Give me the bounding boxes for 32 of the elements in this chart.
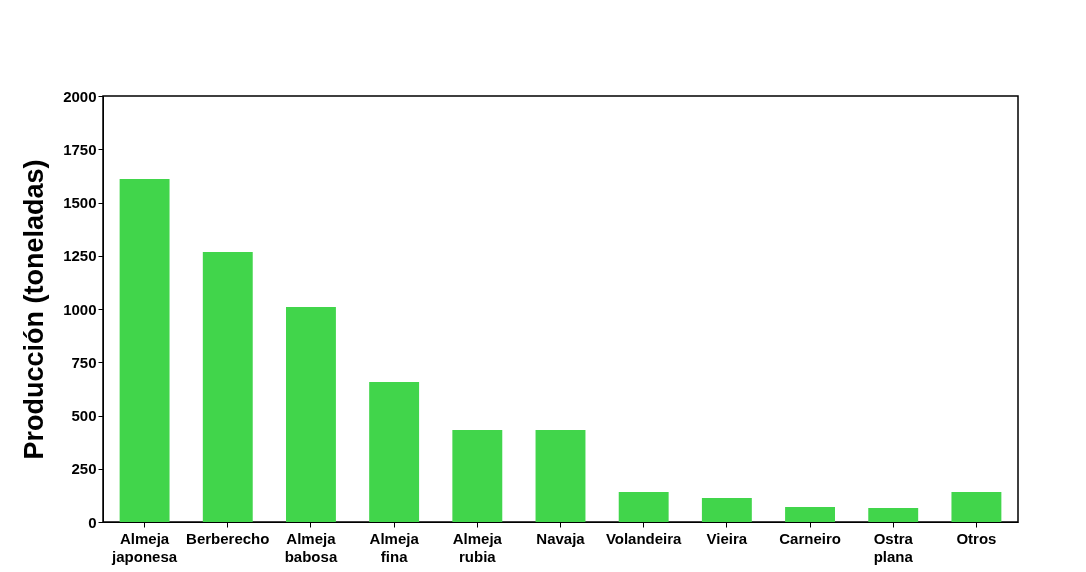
bar [701, 497, 752, 522]
bar [535, 429, 586, 522]
bar [452, 429, 503, 522]
bar [618, 491, 669, 522]
y-tick-label: 500 [71, 407, 97, 424]
x-tick-label: Vieira [706, 529, 748, 547]
x-tick-label: Navaja [536, 529, 586, 547]
bar [951, 491, 1002, 522]
x-tick-label: Otros [956, 529, 997, 547]
x-tick-label: Almeja rubia [452, 529, 503, 565]
y-tick-label: 1250 [63, 247, 97, 265]
bar [868, 507, 919, 522]
y-tick-label: 2000 [63, 87, 97, 105]
y-tick-label: 1000 [63, 300, 97, 318]
x-tick-label: Ostra plana [873, 529, 914, 565]
y-tick-label: 0 [88, 513, 97, 531]
x-tick-label: Carneiro [779, 529, 841, 547]
x-tick-label: Almeja japonesa [111, 529, 178, 565]
bar [202, 251, 253, 522]
x-tick-label: Berberecho [186, 529, 270, 547]
y-tick-label: 750 [71, 353, 97, 371]
y-tick-label: 1750 [63, 140, 97, 158]
bar [286, 307, 336, 522]
y-axis-title: Producción (toneladas) [19, 159, 50, 460]
y-tick-label: 250 [71, 460, 97, 478]
bar [369, 382, 420, 522]
y-tick-label: 1500 [63, 194, 97, 211]
bar [785, 507, 835, 522]
bar [119, 179, 170, 522]
x-tick-label: Volandeira [605, 529, 683, 547]
x-tick-label: Almeja babosa [284, 529, 338, 565]
x-tick-label: Almeja fina [369, 529, 420, 565]
